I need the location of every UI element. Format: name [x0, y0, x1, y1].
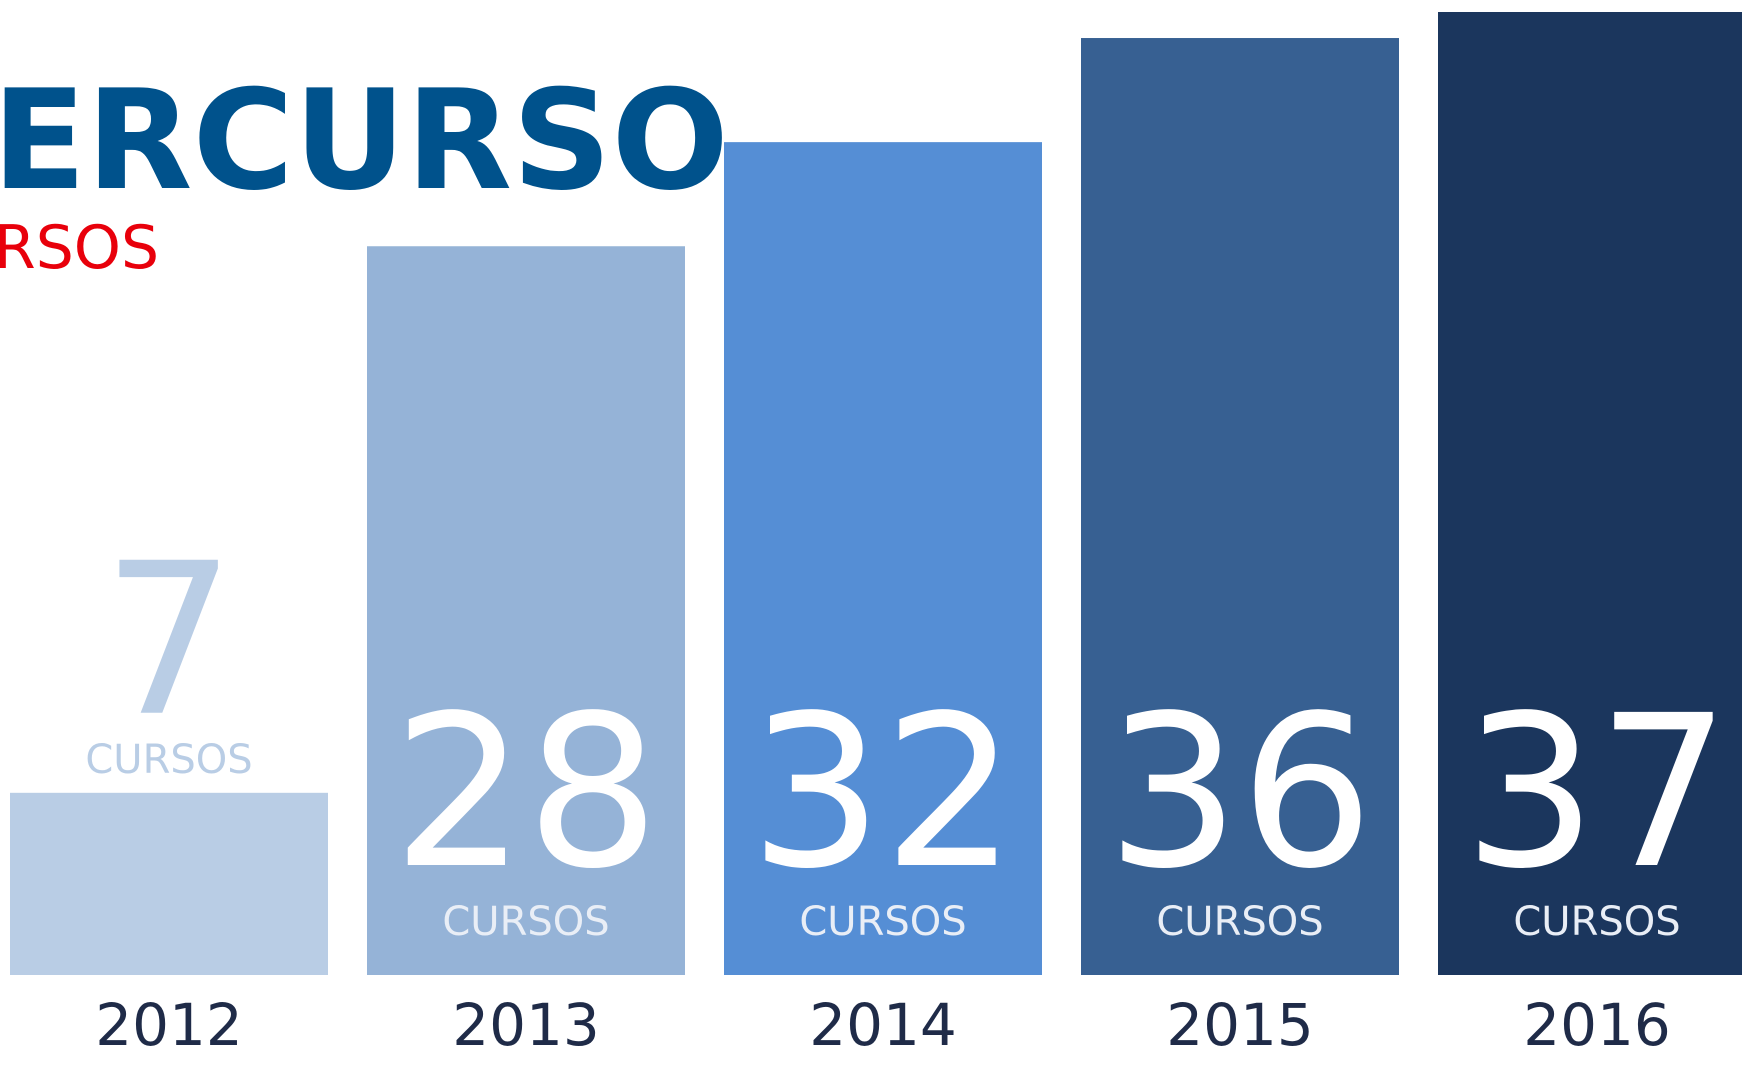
- unit-label: CURSOS: [442, 899, 609, 945]
- chart-subtitle: RSOS: [0, 213, 159, 283]
- value-label: 36: [1106, 670, 1373, 915]
- unit-label: CURSOS: [799, 899, 966, 945]
- x-tick-label: 2014: [809, 991, 957, 1059]
- x-tick-label: 2016: [1523, 991, 1671, 1059]
- value-label: 28: [392, 670, 659, 915]
- unit-label: CURSOS: [1156, 899, 1323, 945]
- x-tick-label: 2013: [452, 991, 600, 1059]
- bar: [724, 142, 1042, 975]
- chart-title: ERCURSO: [0, 60, 729, 221]
- x-tick-label: 2015: [1166, 991, 1314, 1059]
- value-label: 37: [1463, 670, 1730, 915]
- bar: [1438, 12, 1742, 975]
- bar: [10, 792, 328, 975]
- bar: [1081, 38, 1399, 975]
- value-label: 7: [102, 518, 236, 763]
- x-tick-label: 2012: [95, 991, 243, 1059]
- unit-label: CURSOS: [1513, 899, 1680, 945]
- value-label: 32: [749, 670, 1016, 915]
- unit-label: CURSOS: [85, 737, 252, 783]
- bar: [367, 246, 685, 976]
